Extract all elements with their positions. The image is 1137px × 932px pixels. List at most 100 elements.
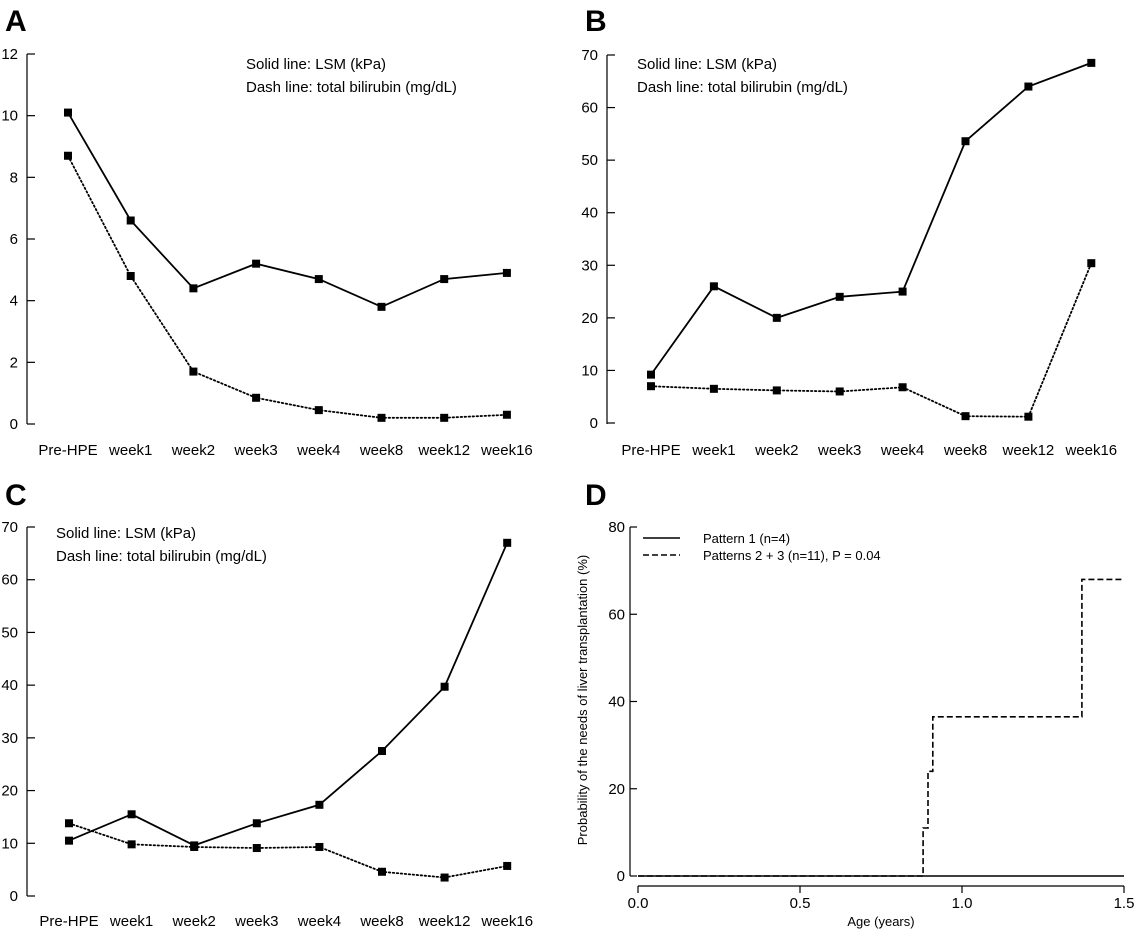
x-tick-label: week3 (234, 913, 278, 930)
y-tick-label: 10 (1, 108, 18, 125)
bilirubin-point (772, 386, 781, 395)
lsm-point (65, 836, 73, 845)
bilirubin-point (127, 840, 136, 849)
lsm-point (440, 275, 449, 284)
bilirubin-point (126, 272, 135, 280)
lsm-point (127, 810, 136, 819)
y-tick-label: 8 (10, 169, 18, 186)
y-tick-label: 50 (581, 152, 598, 169)
bilirubin-line (650, 262, 1093, 418)
x-tick-label: week2 (172, 913, 216, 930)
y-tick-label: 0 (590, 415, 598, 432)
bilirubin-point (314, 406, 323, 415)
lsm-line (650, 62, 1092, 376)
lsm-point (252, 259, 261, 268)
y-tick-label: 20 (581, 310, 598, 327)
bilirubin-line (68, 822, 509, 879)
x-tick-label: 1.5 (1114, 895, 1135, 912)
y-tick-label: 2 (10, 354, 18, 371)
bilirubin-point (1024, 412, 1033, 421)
bilirubin-line (67, 154, 508, 419)
x-tick-label: Pre-HPE (39, 913, 98, 930)
y-tick-label: 0 (617, 868, 625, 885)
x-tick-label: week8 (943, 442, 987, 459)
x-tick-label: 1.0 (952, 895, 973, 912)
panel-label: B (585, 5, 607, 38)
y-tick-label: 6 (10, 231, 18, 248)
lsm-point (252, 819, 261, 828)
bilirubin-point (961, 412, 970, 421)
bilirubin-point (503, 861, 512, 870)
x-tick-label: week12 (417, 442, 470, 459)
y-tick-label: 0 (10, 888, 18, 905)
x-tick-label: Pre-HPE (38, 442, 97, 459)
panel-c: C 0 10 20 30 40 50 60 70 Pre-HPE week1 week2 week3… (1, 479, 533, 930)
x-tick-label: week1 (691, 442, 735, 459)
x-tick-label: week1 (108, 442, 152, 459)
panel-b: B 0 10 20 30 40 50 60 70 Pre-HPE week1 week2 week3… (581, 5, 1117, 459)
lsm-point (647, 370, 655, 379)
annotation-dash: Dash line: total bilirubin (mg/dL) (246, 79, 457, 96)
bilirubin-point (189, 367, 198, 376)
x-tick-label: Pre-HPE (621, 442, 680, 459)
x-tick-label: week16 (480, 913, 533, 930)
x-tick-label: week8 (359, 442, 403, 459)
lsm-point (440, 682, 449, 691)
y-tick-label: 60 (1, 572, 18, 589)
x-tick-label: week4 (296, 442, 340, 459)
y-tick-label: 10 (1, 835, 18, 852)
y-tick-label: 80 (608, 519, 625, 536)
y-tick-label: 20 (608, 781, 625, 798)
bilirubin-point (1087, 259, 1096, 268)
x-tick-label: week12 (1002, 442, 1055, 459)
y-tick-label: 50 (1, 624, 18, 641)
lsm-line (68, 542, 509, 847)
y-tick-label: 20 (1, 783, 18, 800)
y-tick-label: 60 (608, 606, 625, 623)
y-tick-label: 12 (1, 46, 18, 63)
bilirubin-point (440, 873, 449, 882)
bilirubin-point (440, 413, 449, 422)
y-tick-label: 40 (1, 677, 18, 694)
x-tick-label: week2 (171, 442, 215, 459)
x-tick-label: week3 (233, 442, 277, 459)
lsm-line (67, 112, 507, 308)
lsm-point (189, 284, 198, 293)
x-tick-label: week2 (754, 442, 798, 459)
y-axis-title: Probability of the needs of liver transp… (575, 555, 590, 846)
bilirubin-point (315, 842, 324, 851)
x-axis-title: Age (years) (847, 914, 914, 929)
lsm-point (126, 216, 135, 225)
panel-d: D 0 20 40 60 80 0.0 0.5 1.0 1.5 Age (years) Pro… (575, 479, 1134, 929)
panel-label: C (5, 479, 27, 512)
annotation-solid: Solid line: LSM (kPa) (246, 56, 386, 73)
lsm-point (377, 302, 386, 311)
panel-label: D (585, 479, 607, 512)
lsm-point (898, 287, 907, 296)
bilirubin-point (835, 387, 844, 396)
x-tick-label: week8 (359, 913, 403, 930)
legend-patterns-2-3: Patterns 2 + 3 (n=11), P = 0.04 (703, 548, 881, 563)
lsm-point (314, 275, 323, 284)
x-tick-label: week16 (480, 442, 533, 459)
lsm-point (378, 747, 386, 756)
bilirubin-point (647, 382, 655, 391)
y-tick-label: 40 (608, 694, 625, 711)
y-tick-label: 0 (10, 416, 18, 433)
lsm-point (961, 137, 970, 146)
x-tick-label: week3 (817, 442, 861, 459)
patterns-2-3-curve (638, 578, 1124, 877)
lsm-point (772, 313, 781, 322)
panel-label: A (5, 5, 27, 38)
x-tick-label: 0.5 (790, 895, 811, 912)
y-tick-label: 60 (581, 100, 598, 117)
lsm-point (1087, 58, 1096, 67)
lsm-point (835, 292, 844, 301)
y-tick-label: 4 (10, 293, 18, 310)
lsm-point (709, 282, 718, 291)
bilirubin-point (65, 819, 73, 828)
annotation-solid: Solid line: LSM (kPa) (56, 525, 196, 542)
bilirubin-point (377, 413, 386, 422)
bilirubin-point (252, 393, 261, 402)
